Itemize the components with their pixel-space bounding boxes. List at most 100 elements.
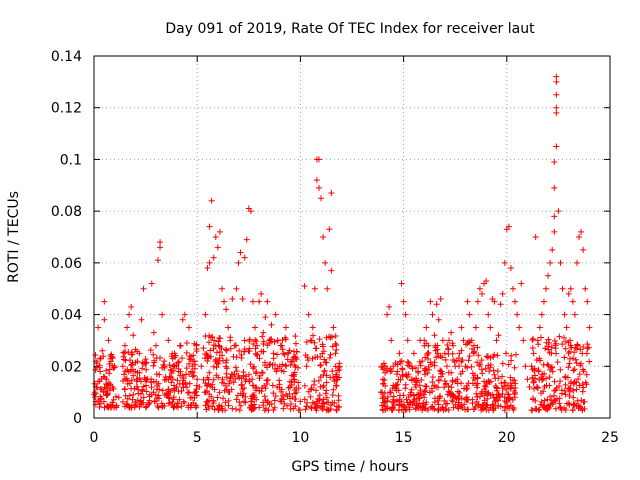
x-tick-label: 10 bbox=[291, 430, 309, 446]
data-point bbox=[212, 234, 219, 240]
data-point bbox=[573, 386, 580, 393]
data-point bbox=[223, 370, 230, 377]
data-point bbox=[445, 406, 452, 413]
data-point bbox=[501, 397, 508, 404]
data-point bbox=[136, 403, 143, 410]
data-point bbox=[328, 333, 335, 340]
data-point bbox=[424, 370, 431, 377]
data-point bbox=[323, 372, 330, 379]
data-point bbox=[252, 337, 259, 344]
data-point bbox=[231, 371, 238, 378]
data-point bbox=[220, 357, 227, 364]
data-point bbox=[431, 382, 438, 389]
data-point bbox=[285, 384, 292, 391]
data-point bbox=[441, 350, 448, 357]
data-point bbox=[326, 226, 333, 233]
data-point bbox=[414, 377, 421, 384]
data-point bbox=[270, 390, 277, 397]
data-point bbox=[284, 356, 291, 363]
data-point bbox=[421, 367, 428, 374]
data-point bbox=[252, 404, 259, 411]
data-point bbox=[421, 388, 428, 395]
data-point bbox=[379, 402, 386, 409]
data-point bbox=[282, 324, 289, 331]
data-point bbox=[580, 384, 587, 391]
data-point bbox=[222, 346, 229, 353]
data-point bbox=[320, 382, 327, 389]
data-point bbox=[586, 324, 593, 331]
data-point bbox=[471, 406, 478, 413]
data-point bbox=[115, 394, 122, 401]
data-point bbox=[280, 405, 287, 412]
data-point bbox=[126, 311, 133, 318]
data-point bbox=[404, 399, 411, 406]
data-point bbox=[264, 298, 271, 305]
data-point bbox=[538, 374, 545, 381]
data-point bbox=[499, 290, 506, 297]
data-point bbox=[516, 324, 523, 331]
data-point bbox=[107, 387, 114, 394]
data-point bbox=[535, 368, 542, 375]
data-point bbox=[425, 406, 432, 413]
data-point bbox=[216, 228, 223, 235]
data-point bbox=[241, 348, 248, 355]
data-point bbox=[241, 254, 248, 261]
data-point bbox=[101, 316, 108, 323]
data-point bbox=[240, 369, 247, 376]
data-point bbox=[301, 382, 308, 389]
data-point bbox=[204, 357, 211, 364]
data-point bbox=[233, 396, 240, 403]
data-point bbox=[534, 337, 541, 344]
data-point bbox=[206, 259, 213, 266]
data-point bbox=[478, 407, 485, 414]
data-point bbox=[475, 352, 482, 359]
data-point bbox=[403, 396, 410, 403]
data-point bbox=[401, 403, 408, 410]
data-point bbox=[411, 396, 418, 403]
data-point bbox=[465, 338, 472, 345]
data-point bbox=[322, 390, 329, 397]
data-point bbox=[150, 329, 157, 336]
data-point bbox=[182, 371, 189, 378]
data-point bbox=[530, 335, 537, 342]
data-point bbox=[536, 406, 543, 413]
data-point bbox=[95, 324, 102, 331]
data-point bbox=[570, 380, 577, 387]
data-point bbox=[140, 285, 147, 292]
data-point bbox=[261, 393, 268, 400]
data-point bbox=[316, 336, 323, 343]
data-point bbox=[484, 395, 491, 402]
data-point bbox=[545, 336, 552, 343]
data-point bbox=[120, 353, 127, 360]
data-point bbox=[148, 280, 155, 287]
data-point bbox=[533, 356, 540, 363]
data-point bbox=[469, 396, 476, 403]
data-point bbox=[223, 347, 230, 354]
data-point bbox=[541, 370, 548, 377]
data-point bbox=[408, 386, 415, 393]
data-point bbox=[309, 355, 316, 362]
data-point bbox=[483, 277, 490, 284]
data-point bbox=[576, 371, 583, 378]
data-point bbox=[541, 397, 548, 404]
data-point bbox=[455, 395, 462, 402]
data-point bbox=[332, 382, 339, 389]
data-point bbox=[399, 365, 406, 372]
data-point bbox=[171, 403, 178, 410]
data-point bbox=[216, 335, 223, 342]
data-point bbox=[193, 342, 200, 349]
data-point bbox=[103, 367, 110, 374]
data-point bbox=[163, 391, 170, 398]
data-point bbox=[561, 311, 568, 318]
data-point bbox=[577, 362, 584, 369]
data-point bbox=[282, 334, 289, 341]
data-point bbox=[448, 369, 455, 376]
data-point bbox=[222, 382, 229, 389]
data-point bbox=[262, 314, 269, 321]
data-point bbox=[405, 359, 412, 366]
data-point bbox=[159, 387, 166, 394]
data-point bbox=[104, 403, 111, 410]
data-point bbox=[322, 259, 329, 266]
data-point bbox=[332, 340, 339, 347]
data-point bbox=[196, 383, 203, 390]
